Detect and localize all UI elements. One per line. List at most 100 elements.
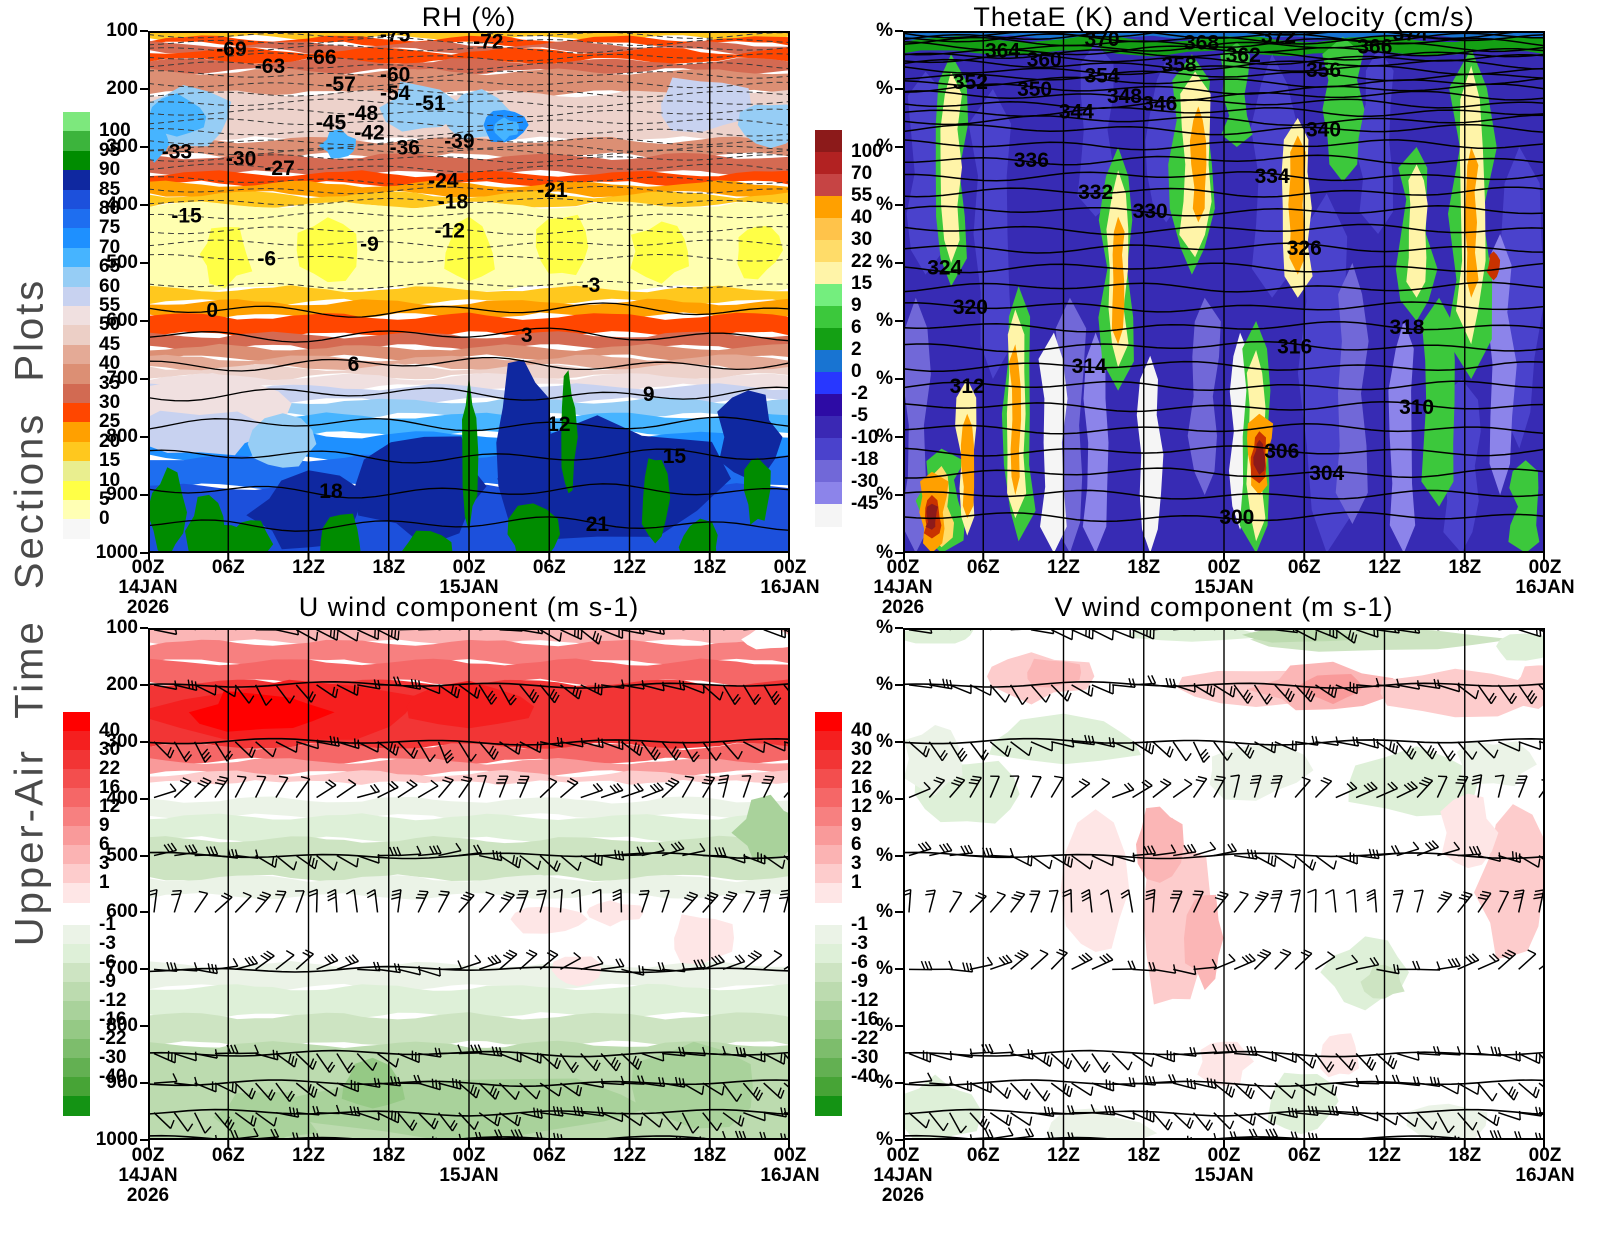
contour-label: 318 [1389, 316, 1424, 339]
x-tick-label: 00Z [1528, 1145, 1562, 1166]
colorbar-tick-label: 30 [851, 229, 873, 250]
colorbar-cell [63, 750, 90, 770]
colorbar-cell [63, 826, 90, 846]
colorbar-tick-label: 45 [99, 333, 121, 355]
colorbar-cell [815, 130, 842, 153]
colorbar-cell [63, 325, 90, 346]
y-tick-mark [895, 262, 903, 264]
contour-label: 350 [1017, 78, 1052, 101]
y-tick-mark [895, 552, 903, 554]
colorbar-cell [815, 1020, 842, 1040]
colorbar-tick-label: 0 [99, 508, 110, 530]
pressure-tick-label: % [876, 958, 893, 980]
colorbar-tick-label: 15 [851, 273, 873, 294]
contour-label: 352 [953, 71, 988, 94]
contour-label: 340 [1306, 119, 1341, 142]
contour-label: -39 [444, 130, 474, 153]
x-tick-label: 06Z [211, 1145, 245, 1166]
contour-label: -69 [216, 38, 246, 61]
contour-label: -18 [438, 191, 469, 214]
y-tick-mark [895, 494, 903, 496]
date-label: 14JAN [873, 1165, 933, 1186]
colorbar-tick-label: -12 [851, 990, 879, 1011]
thetae-panel-gridlines [982, 31, 1466, 553]
colorbar-tick-label: 100 [851, 141, 883, 162]
y-tick-mark [895, 1082, 903, 1085]
colorbar-cell [63, 712, 90, 732]
colorbar-tick-label: -6 [851, 952, 868, 973]
x-tick-label: 18Z [372, 1145, 406, 1166]
colorbar-tick-label: 22 [851, 758, 873, 779]
colorbar-cell [63, 267, 90, 288]
contour-label: 300 [1219, 506, 1254, 529]
pressure-tick-label: 200 [106, 78, 138, 99]
colorbar-tick-label: -18 [851, 449, 879, 470]
colorbar-cell [815, 864, 842, 884]
contour-label: -15 [171, 204, 202, 227]
colorbar-tick-label: 20 [99, 430, 121, 452]
pressure-tick-label: % [876, 252, 893, 273]
contour-label: 334 [1255, 165, 1290, 188]
contour-label: -54 [380, 82, 411, 105]
contour-label: 306 [1264, 440, 1299, 463]
contour-label: 316 [1277, 336, 1312, 359]
y-tick-mark [140, 627, 148, 629]
colorbar-cell [63, 441, 90, 462]
figure-side-title: Upper-Air Time Sections Plots [7, 277, 52, 947]
date-label: 14JAN [873, 577, 933, 598]
y-tick-mark [140, 88, 148, 90]
colorbar-tick-label: 30 [99, 392, 121, 413]
y-tick-mark [895, 320, 903, 322]
colorbar-cell [63, 1096, 90, 1116]
x-tick-label: 18Z [1127, 1145, 1161, 1166]
colorbar-cell [815, 788, 842, 808]
colorbar-tick-label: -40 [99, 1066, 127, 1087]
pressure-tick-label: 600 [106, 310, 138, 331]
colorbar-tick-label: 2 [851, 339, 862, 360]
pressure-tick-label: % [876, 194, 893, 215]
pressure-tick-label: 500 [106, 844, 138, 866]
y-tick-mark [140, 262, 148, 264]
colorbar-cell [815, 1001, 842, 1021]
colorbar-tick-label: 22 [99, 758, 121, 779]
pressure-tick-label: % [876, 901, 893, 923]
colorbar-cell [815, 350, 842, 373]
date-label: 15JAN [439, 1165, 499, 1186]
pressure-tick-label: % [876, 1129, 893, 1150]
y-tick-mark [140, 740, 148, 743]
x-tick-label: 12Z [1368, 1145, 1401, 1166]
y-tick-mark [140, 494, 148, 496]
colorbar-cell [815, 807, 842, 827]
contour-label: 336 [1014, 149, 1049, 172]
contour-label: 356 [1306, 59, 1341, 82]
contour-label: -57 [325, 73, 355, 96]
pressure-tick-label: % [876, 484, 893, 505]
x-tick-label: 12Z [1368, 557, 1401, 578]
pressure-tick-label: % [876, 617, 893, 638]
contour-label: 324 [927, 257, 962, 280]
pressure-tick-label: 1000 [95, 1129, 138, 1150]
x-tick-label: 06Z [1287, 557, 1321, 578]
colorbar-tick-label: 85 [99, 178, 121, 200]
x-tick-label: 06Z [211, 557, 245, 578]
y-tick-mark [895, 854, 903, 857]
colorbar-tick-label: -30 [851, 471, 879, 492]
colorbar-cell [815, 394, 842, 417]
colorbar-tick-label: -22 [99, 1028, 127, 1049]
y-tick-mark [895, 740, 903, 743]
colorbar-cell [815, 240, 842, 263]
colorbar-tick-label: -30 [851, 1047, 879, 1068]
u-wind-panel-frame [148, 628, 790, 1140]
colorbar-cell [63, 383, 90, 404]
y-tick-mark [140, 436, 148, 438]
contour-label: 330 [1133, 200, 1168, 223]
contour-label: 312 [950, 375, 985, 398]
colorbar-tick-label: 9 [99, 815, 110, 836]
colorbar-tick-label: 16 [99, 777, 121, 798]
colorbar-cell [63, 403, 90, 423]
colorbar-cell [63, 461, 90, 482]
colorbar-tick-label: 1 [851, 872, 862, 893]
colorbar-cell [815, 438, 842, 461]
x-tick-label: 18Z [1448, 557, 1482, 578]
